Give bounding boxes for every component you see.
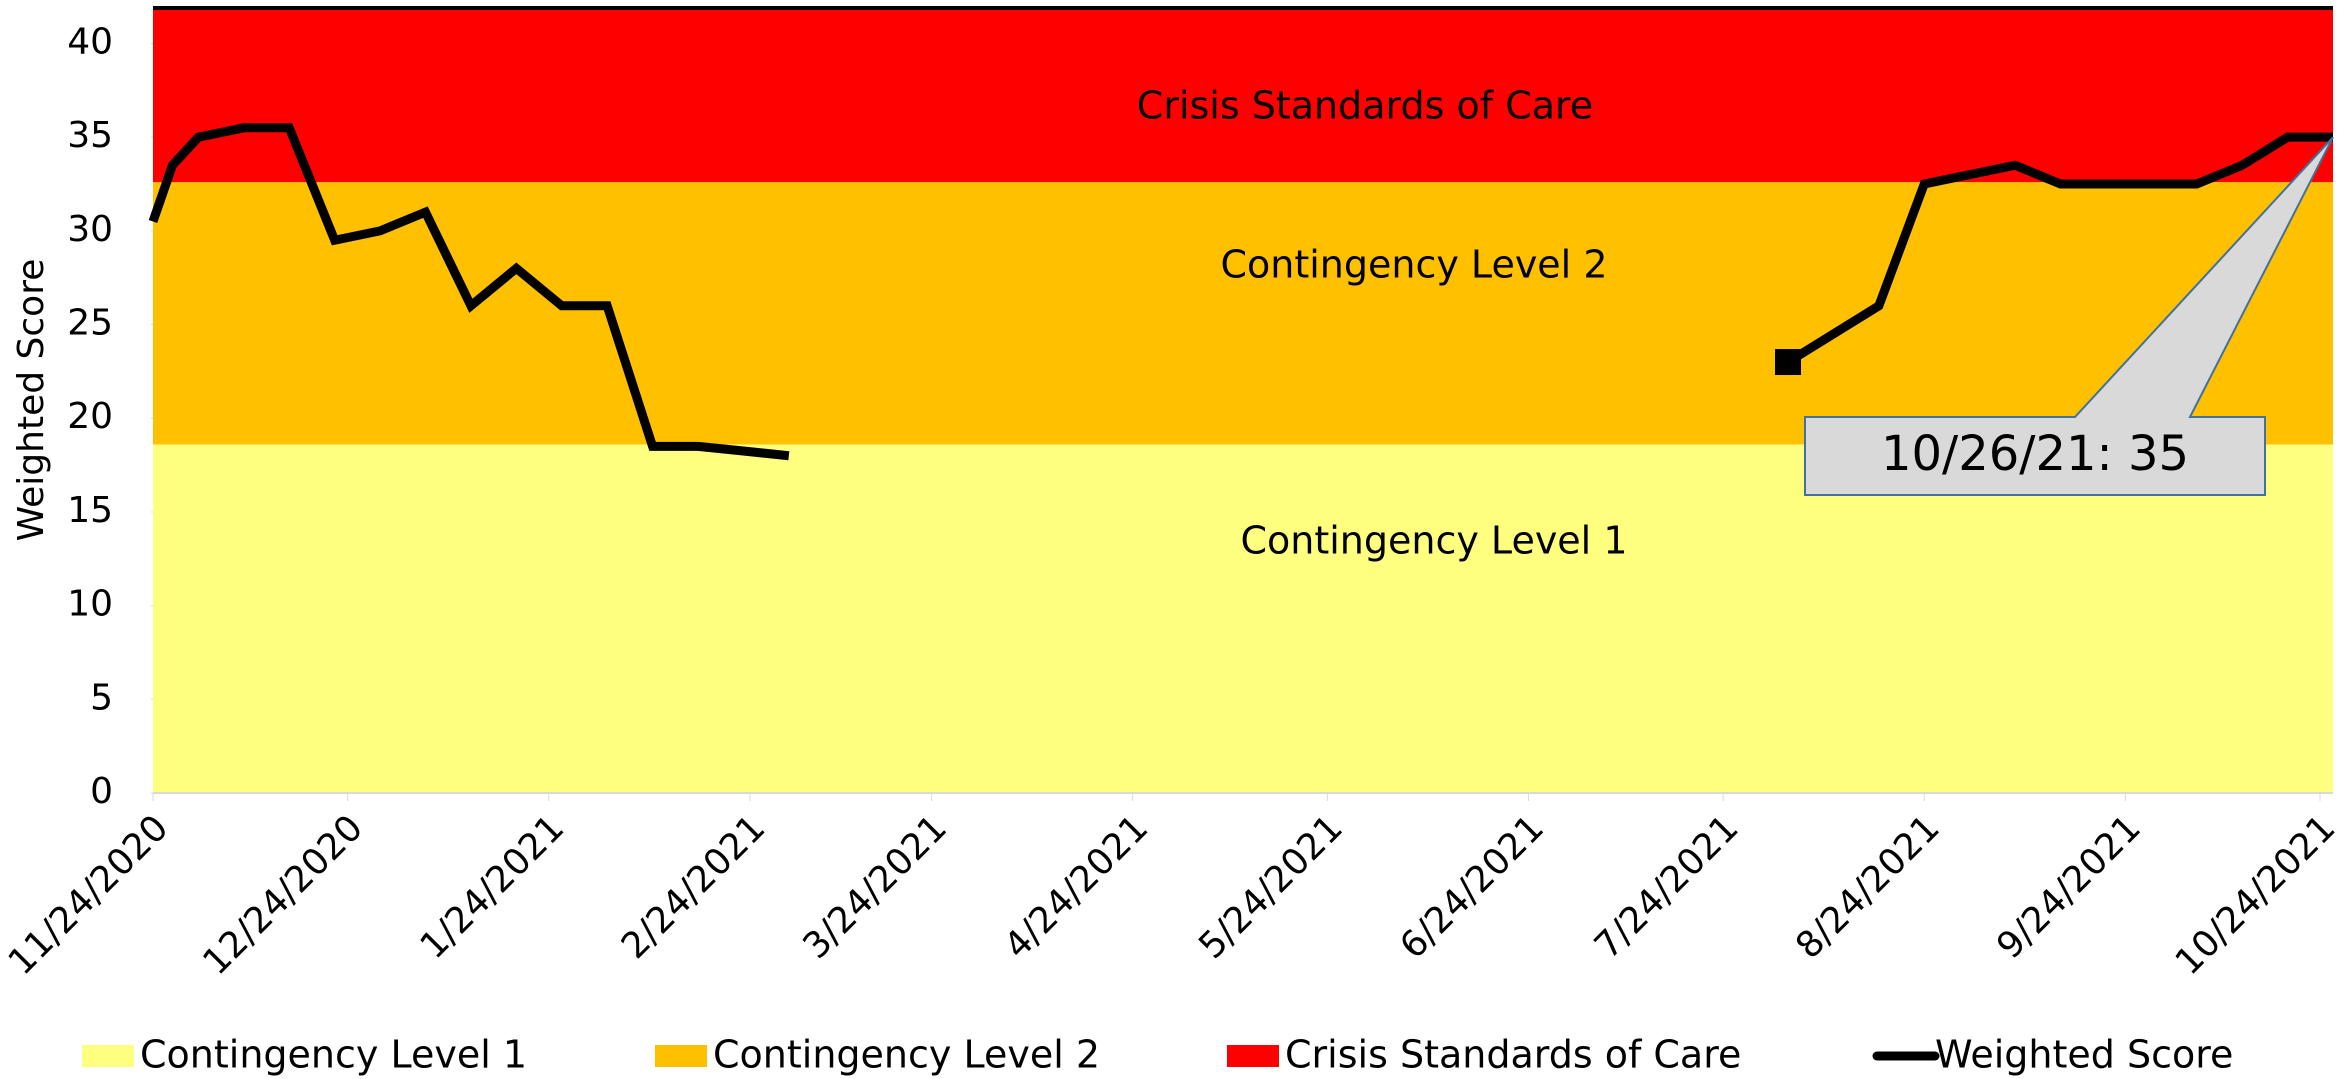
legend-swatch (1227, 1045, 1279, 1067)
y-tick-label: 5 (90, 677, 113, 718)
y-tick-label: 30 (67, 209, 113, 250)
legend-label: Contingency Level 2 (713, 1033, 1100, 1077)
band-label: Contingency Level 1 (1240, 519, 1627, 563)
callout-text: 10/26/21: 35 (1881, 426, 2189, 482)
legend-label: Contingency Level 1 (140, 1033, 527, 1077)
x-tick-label: 8/24/2021 (1788, 807, 1948, 967)
x-tick-label: 6/24/2021 (1392, 807, 1552, 967)
x-tick-label: 12/24/2020 (195, 807, 371, 983)
y-tick-label: 15 (67, 490, 113, 531)
legend-swatch (82, 1045, 134, 1067)
y-tick-label: 10 (67, 584, 113, 625)
legend-label: Crisis Standards of Care (1285, 1033, 1741, 1077)
band-label: Contingency Level 2 (1220, 243, 1607, 287)
y-tick-label: 0 (90, 771, 113, 812)
x-tick-label: 1/24/2021 (413, 807, 573, 967)
x-tick-label: 2/24/2021 (614, 807, 774, 967)
band (153, 6, 2333, 183)
point-marker (1775, 349, 1801, 376)
y-axis-title: Weighted Score (11, 259, 52, 542)
x-tick-label: 5/24/2021 (1191, 807, 1351, 967)
callout (1804, 136, 2334, 496)
band (153, 444, 2333, 793)
score-line (148, 123, 2333, 461)
x-tick-label: 11/24/2020 (1, 807, 177, 983)
band-label: Crisis Standards of Care (1137, 84, 1593, 128)
legend-swatch (655, 1045, 707, 1067)
band (153, 182, 2333, 445)
y-tick-label: 40 (67, 21, 113, 62)
x-tick-label: 4/24/2021 (997, 807, 1157, 967)
x-tick-label: 7/24/2021 (1587, 807, 1747, 967)
legend-label: Weighted Score (1935, 1033, 2233, 1077)
x-tick-label: 9/24/2021 (1989, 807, 2149, 967)
x-tick-label: 10/24/2021 (2168, 807, 2344, 983)
x-tick-label: 3/24/2021 (795, 807, 955, 967)
y-tick-label: 20 (67, 396, 113, 437)
y-tick-label: 25 (67, 303, 113, 344)
y-tick-label: 35 (67, 115, 113, 156)
